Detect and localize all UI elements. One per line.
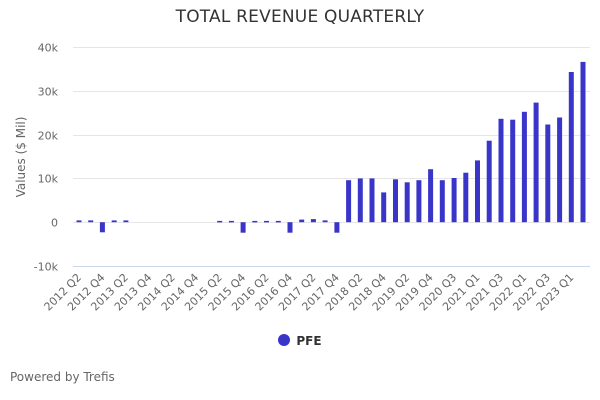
bar[interactable] bbox=[545, 124, 551, 223]
bar[interactable] bbox=[310, 219, 316, 223]
bar[interactable] bbox=[580, 61, 586, 223]
bar-series bbox=[76, 61, 586, 233]
legend-marker-icon bbox=[278, 334, 291, 346]
bar[interactable] bbox=[334, 222, 340, 233]
bar[interactable] bbox=[510, 119, 516, 223]
bar[interactable] bbox=[404, 182, 410, 223]
bar[interactable] bbox=[287, 222, 293, 233]
bar[interactable] bbox=[217, 220, 223, 223]
y-tick-label: 20k bbox=[38, 130, 59, 143]
legend[interactable]: PFE bbox=[0, 334, 600, 348]
bar[interactable] bbox=[451, 178, 457, 223]
bar[interactable] bbox=[357, 178, 363, 223]
gridlines bbox=[73, 47, 590, 267]
bar[interactable] bbox=[381, 192, 387, 223]
bar[interactable] bbox=[521, 111, 527, 223]
bar[interactable] bbox=[322, 220, 328, 223]
bar[interactable] bbox=[416, 180, 422, 223]
y-axis-title: Values ($ Mil) bbox=[14, 117, 28, 198]
bar[interactable] bbox=[498, 118, 504, 223]
bar[interactable] bbox=[533, 102, 539, 223]
bar[interactable] bbox=[475, 160, 480, 223]
bar[interactable] bbox=[99, 222, 105, 233]
y-tick-label: 0 bbox=[51, 217, 58, 230]
bar[interactable] bbox=[88, 220, 94, 223]
bar[interactable] bbox=[393, 179, 398, 223]
y-tick-label: 40k bbox=[38, 42, 59, 55]
bar[interactable] bbox=[568, 72, 574, 223]
bar[interactable] bbox=[557, 117, 563, 223]
bar[interactable] bbox=[123, 220, 129, 223]
bar[interactable] bbox=[428, 169, 434, 223]
chart-title: TOTAL REVENUE QUARTERLY bbox=[175, 7, 425, 27]
bar[interactable] bbox=[252, 220, 258, 223]
bar[interactable] bbox=[486, 140, 492, 223]
bar[interactable] bbox=[264, 220, 269, 223]
bar[interactable] bbox=[111, 220, 117, 223]
y-tick-label: 30k bbox=[38, 86, 59, 99]
chart-plot-area: 40k 30k 20k 10k 0 -10k Values ($ Mil) 2012 Q2… bbox=[14, 42, 590, 314]
y-tick-label: -10k bbox=[34, 261, 59, 274]
bar[interactable] bbox=[275, 220, 281, 223]
bar[interactable] bbox=[76, 220, 82, 223]
powered-by-footer: Powered by Trefis bbox=[10, 370, 115, 384]
y-axis-ticks: 40k 30k 20k 10k 0 -10k bbox=[34, 42, 59, 274]
legend-label: PFE bbox=[296, 334, 322, 348]
bar[interactable] bbox=[439, 180, 445, 223]
bar[interactable] bbox=[240, 222, 246, 233]
bar[interactable] bbox=[346, 180, 352, 223]
bar[interactable] bbox=[228, 220, 234, 223]
y-tick-label: 10k bbox=[38, 173, 59, 186]
bar[interactable] bbox=[369, 178, 375, 223]
bar[interactable] bbox=[463, 172, 469, 223]
bar[interactable] bbox=[299, 219, 305, 223]
